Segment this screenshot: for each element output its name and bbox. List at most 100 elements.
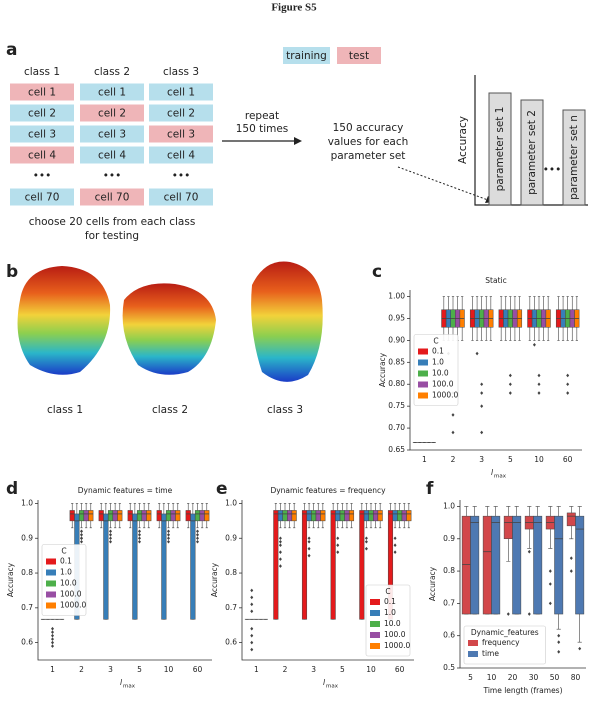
- whisker: [191, 503, 195, 514]
- x-axis-label: Time length (frames): [482, 686, 562, 695]
- legend-swatch: [370, 643, 380, 649]
- outlier: [566, 382, 570, 387]
- parameter-label: parameter set 2: [526, 110, 538, 195]
- outlier: [307, 553, 311, 558]
- outlier: [508, 373, 512, 378]
- cell-box: [80, 146, 144, 164]
- cell-box: [80, 104, 144, 122]
- whisker: [472, 506, 477, 517]
- x-tick-label: 2: [283, 665, 288, 674]
- y-axis-label: Accuracy: [378, 352, 387, 387]
- whisker: [345, 503, 349, 511]
- y-tick-label: 0.70: [388, 423, 405, 432]
- outlier: [364, 536, 368, 541]
- box: [117, 510, 123, 522]
- whisker: [109, 520, 112, 529]
- whisker: [577, 614, 582, 643]
- whisker: [407, 503, 410, 511]
- box: [190, 513, 196, 620]
- legend-swatch: [418, 348, 428, 355]
- whisker: [542, 327, 545, 341]
- box: [132, 513, 138, 620]
- caption: for testing: [85, 230, 139, 242]
- box: [363, 510, 369, 522]
- whisker: [138, 520, 141, 529]
- x-axis-label-subscript: max: [494, 474, 507, 480]
- box: [512, 515, 522, 615]
- outlier: [196, 532, 199, 537]
- y-tick-label: 0.6: [21, 638, 33, 647]
- cell-box: [10, 83, 74, 101]
- whisker: [528, 327, 531, 341]
- box: [273, 510, 279, 620]
- whisker: [374, 503, 377, 511]
- whisker: [398, 503, 401, 511]
- box: [315, 510, 321, 522]
- box: [170, 510, 176, 522]
- cell-label: cell 1: [28, 87, 56, 99]
- whisker: [321, 503, 324, 511]
- outlier: [278, 557, 282, 561]
- x-tick-label: 5: [340, 665, 345, 674]
- cell-label: cell 1: [98, 87, 126, 99]
- whisker: [506, 506, 511, 517]
- whisker: [575, 327, 578, 341]
- result-label: 150 accuracy: [333, 122, 404, 134]
- ellipsis: •••: [543, 164, 562, 176]
- x-tick-label: 60: [395, 665, 405, 674]
- outlier: [537, 391, 541, 395]
- outlier: [557, 650, 561, 654]
- whisker: [279, 503, 282, 511]
- whisker: [407, 520, 410, 529]
- outlier: [480, 391, 484, 395]
- cell-box: [149, 188, 213, 206]
- outlier: [278, 543, 282, 548]
- whisker: [475, 296, 479, 310]
- y-tick-label: 1.0: [443, 501, 455, 510]
- whisker: [509, 327, 512, 341]
- box: [533, 515, 543, 615]
- box: [359, 510, 365, 620]
- y-tick-label: 0.7: [443, 598, 455, 607]
- whisker: [176, 503, 179, 511]
- whisker: [138, 503, 141, 511]
- cell-label: cell 1: [167, 87, 195, 99]
- box: [306, 510, 312, 522]
- whisker: [542, 296, 545, 310]
- box: [554, 515, 564, 615]
- legend-title: C: [61, 547, 66, 556]
- chart-title: Dynamic features = frequency: [270, 486, 386, 495]
- whisker: [118, 503, 121, 511]
- parameter-label: parameter set 1: [494, 107, 506, 192]
- whisker: [535, 506, 540, 517]
- outlier: [508, 382, 512, 387]
- whisker: [500, 327, 503, 341]
- diagram-axis-label: Accuracy: [457, 116, 469, 164]
- outlier: [80, 529, 83, 534]
- whisker: [485, 506, 490, 517]
- whisker: [100, 503, 103, 511]
- legend-label: 1.0: [60, 568, 72, 577]
- column-header: class 1: [24, 66, 60, 78]
- cell-box: [10, 125, 74, 143]
- cell-shape: [251, 261, 323, 382]
- x-tick-label: 10: [534, 455, 544, 464]
- whisker: [566, 296, 569, 310]
- whisker: [561, 296, 565, 310]
- x-tick-label: 20: [508, 673, 518, 682]
- ellipsis: •••: [103, 170, 122, 182]
- outlier: [80, 539, 83, 544]
- legend-swatch: [370, 599, 380, 605]
- axes: [241, 500, 414, 661]
- legend-swatch: [418, 370, 428, 377]
- box: [175, 510, 181, 522]
- y-tick-label: 1.0: [225, 498, 237, 507]
- legend-label: 100.0: [384, 630, 406, 639]
- outlier: [196, 529, 199, 534]
- whisker: [556, 506, 561, 517]
- x-tick-label: 5: [468, 673, 473, 682]
- outlier: [51, 630, 54, 634]
- outlier: [250, 647, 254, 652]
- class-label: class 2: [152, 404, 188, 416]
